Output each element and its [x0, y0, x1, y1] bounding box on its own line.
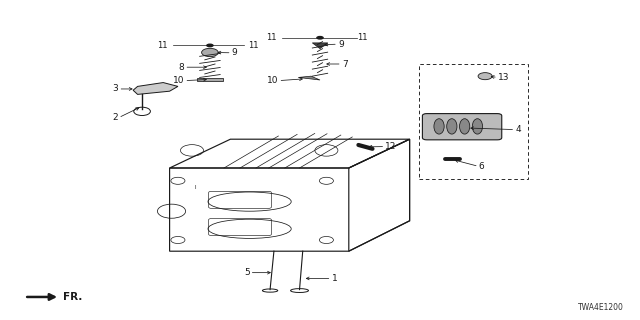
Bar: [197, 78, 223, 81]
Ellipse shape: [262, 289, 278, 292]
Ellipse shape: [460, 119, 470, 134]
Text: 9: 9: [232, 48, 237, 57]
Text: 4: 4: [515, 125, 521, 134]
Text: 6: 6: [479, 162, 484, 171]
FancyBboxPatch shape: [422, 114, 502, 140]
Text: 12: 12: [385, 142, 397, 151]
Text: 9: 9: [338, 40, 344, 49]
Text: 10: 10: [173, 76, 184, 85]
Circle shape: [478, 73, 492, 80]
Text: 7: 7: [342, 60, 348, 68]
Text: 3: 3: [113, 84, 118, 93]
Polygon shape: [298, 76, 320, 80]
Ellipse shape: [472, 119, 483, 134]
Circle shape: [202, 48, 218, 57]
Text: I: I: [195, 185, 196, 190]
Polygon shape: [312, 43, 328, 49]
Text: 1: 1: [332, 274, 337, 283]
Text: 11: 11: [266, 33, 276, 42]
Circle shape: [206, 44, 214, 47]
Text: 10: 10: [267, 76, 278, 85]
Text: TWA4E1200: TWA4E1200: [578, 303, 624, 312]
Circle shape: [316, 36, 324, 40]
Text: FR.: FR.: [27, 292, 82, 302]
Text: 11: 11: [248, 41, 259, 50]
Text: 5: 5: [244, 268, 250, 277]
Bar: [419, 64, 528, 179]
Text: 13: 13: [498, 73, 509, 82]
Ellipse shape: [447, 119, 457, 134]
Ellipse shape: [434, 119, 444, 134]
Polygon shape: [133, 83, 178, 94]
Circle shape: [134, 107, 150, 116]
Text: 11: 11: [357, 33, 367, 42]
Text: 8: 8: [179, 63, 184, 72]
Ellipse shape: [291, 289, 308, 292]
Text: 2: 2: [113, 113, 118, 122]
Text: 11: 11: [157, 41, 168, 50]
